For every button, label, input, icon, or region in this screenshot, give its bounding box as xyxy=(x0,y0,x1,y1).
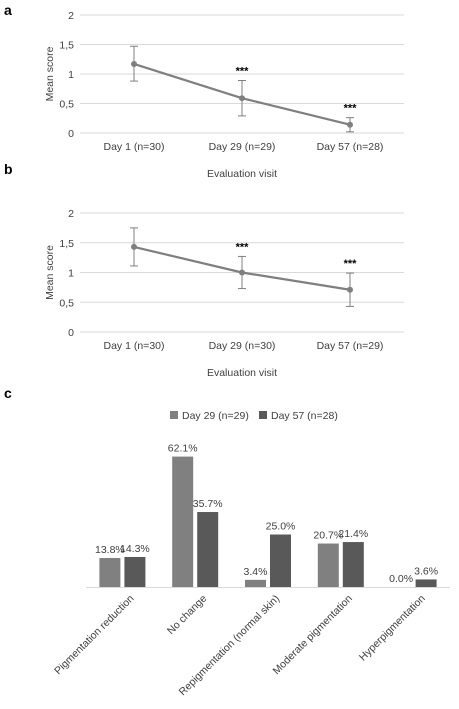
bar xyxy=(270,534,291,587)
bar xyxy=(172,456,194,587)
data-point xyxy=(347,121,353,128)
chart-a: 0 0,5 1 1,5 2 Day 1 (n=30) Day 29 (n=29) Day 57… xyxy=(44,10,404,180)
data-point xyxy=(347,286,353,293)
legend-label: Day 57 (n=28) xyxy=(271,410,338,422)
legend-swatch xyxy=(259,411,267,419)
x-tick-label: Day 29 (n=29) xyxy=(209,141,276,153)
x-tick-label: No change xyxy=(165,593,210,638)
significance-label: *** xyxy=(236,241,250,253)
y-tick-label: 0 xyxy=(68,128,74,140)
y-tick-label: 0,5 xyxy=(59,99,74,111)
x-tick-label: Pigmentation reduction xyxy=(52,593,137,678)
panel-c-letter: c xyxy=(4,385,12,401)
y-tick-label: 2 xyxy=(68,10,74,22)
chart-b: 0 0,5 1 1,5 2 Day 1 (n=30) Day 29 (n=30) Day 57… xyxy=(44,208,404,379)
bar-value-label: 13.8% xyxy=(95,544,125,556)
data-point xyxy=(131,60,137,67)
y-tick-label: 1 xyxy=(68,69,74,81)
y-tick-label: 1 xyxy=(68,268,74,280)
bar-value-label: 25.0% xyxy=(266,521,296,533)
y-axis-title: Mean score xyxy=(44,46,56,101)
x-tick-label: Day 57 (n=29) xyxy=(317,340,384,352)
y-tick-label: 0,5 xyxy=(59,297,74,309)
x-tick-label: Day 29 (n=30) xyxy=(209,340,276,352)
legend-swatch xyxy=(170,411,178,419)
bar-value-label: 20.7% xyxy=(313,530,343,542)
y-tick-label: 1,5 xyxy=(59,40,74,52)
bar-value-label: 14.3% xyxy=(120,543,150,555)
bar xyxy=(197,512,219,587)
x-tick-label: Moderate pigmentation xyxy=(270,593,355,678)
x-tick-label: Hyperpigmentation xyxy=(357,593,428,664)
legend-label: Day 29 (n=29) xyxy=(182,410,249,422)
bar-value-label: 3.6% xyxy=(414,565,438,577)
x-axis-title: Evaluation visit xyxy=(207,168,277,180)
x-axis-title: Evaluation visit xyxy=(207,367,277,379)
bar-value-label: 3.4% xyxy=(244,566,268,578)
bar xyxy=(99,558,121,587)
bar-value-label: 62.1% xyxy=(168,443,198,455)
x-tick-label: Day 57 (n=28) xyxy=(317,141,384,153)
bar xyxy=(124,556,146,587)
y-axis-title: Mean score xyxy=(44,245,56,300)
x-tick-label: Day 1 (n=30) xyxy=(104,141,165,153)
x-tick-label: Day 1 (n=30) xyxy=(104,340,165,352)
significance-label: *** xyxy=(344,103,358,115)
bar xyxy=(342,542,364,587)
significance-label: *** xyxy=(344,258,358,270)
bar-value-label: 35.7% xyxy=(193,498,223,510)
bar-value-label: 21.4% xyxy=(338,528,368,540)
bar xyxy=(317,543,339,587)
bar xyxy=(245,579,266,587)
data-point xyxy=(131,243,137,250)
bar xyxy=(415,579,437,587)
y-tick-label: 0 xyxy=(68,327,74,339)
y-tick-label: 2 xyxy=(68,208,74,220)
y-tick-label: 1,5 xyxy=(59,238,74,250)
panel-a-letter: a xyxy=(4,2,12,18)
chart-c: Day 29 (n=29) Day 57 (n=28) 13.8%14.3% Pigm… xyxy=(52,410,450,698)
bar-value-label: 0.0% xyxy=(389,573,413,585)
panel-b-letter: b xyxy=(4,161,13,177)
significance-label: *** xyxy=(236,65,250,77)
data-point xyxy=(239,95,245,102)
data-point xyxy=(239,269,245,276)
